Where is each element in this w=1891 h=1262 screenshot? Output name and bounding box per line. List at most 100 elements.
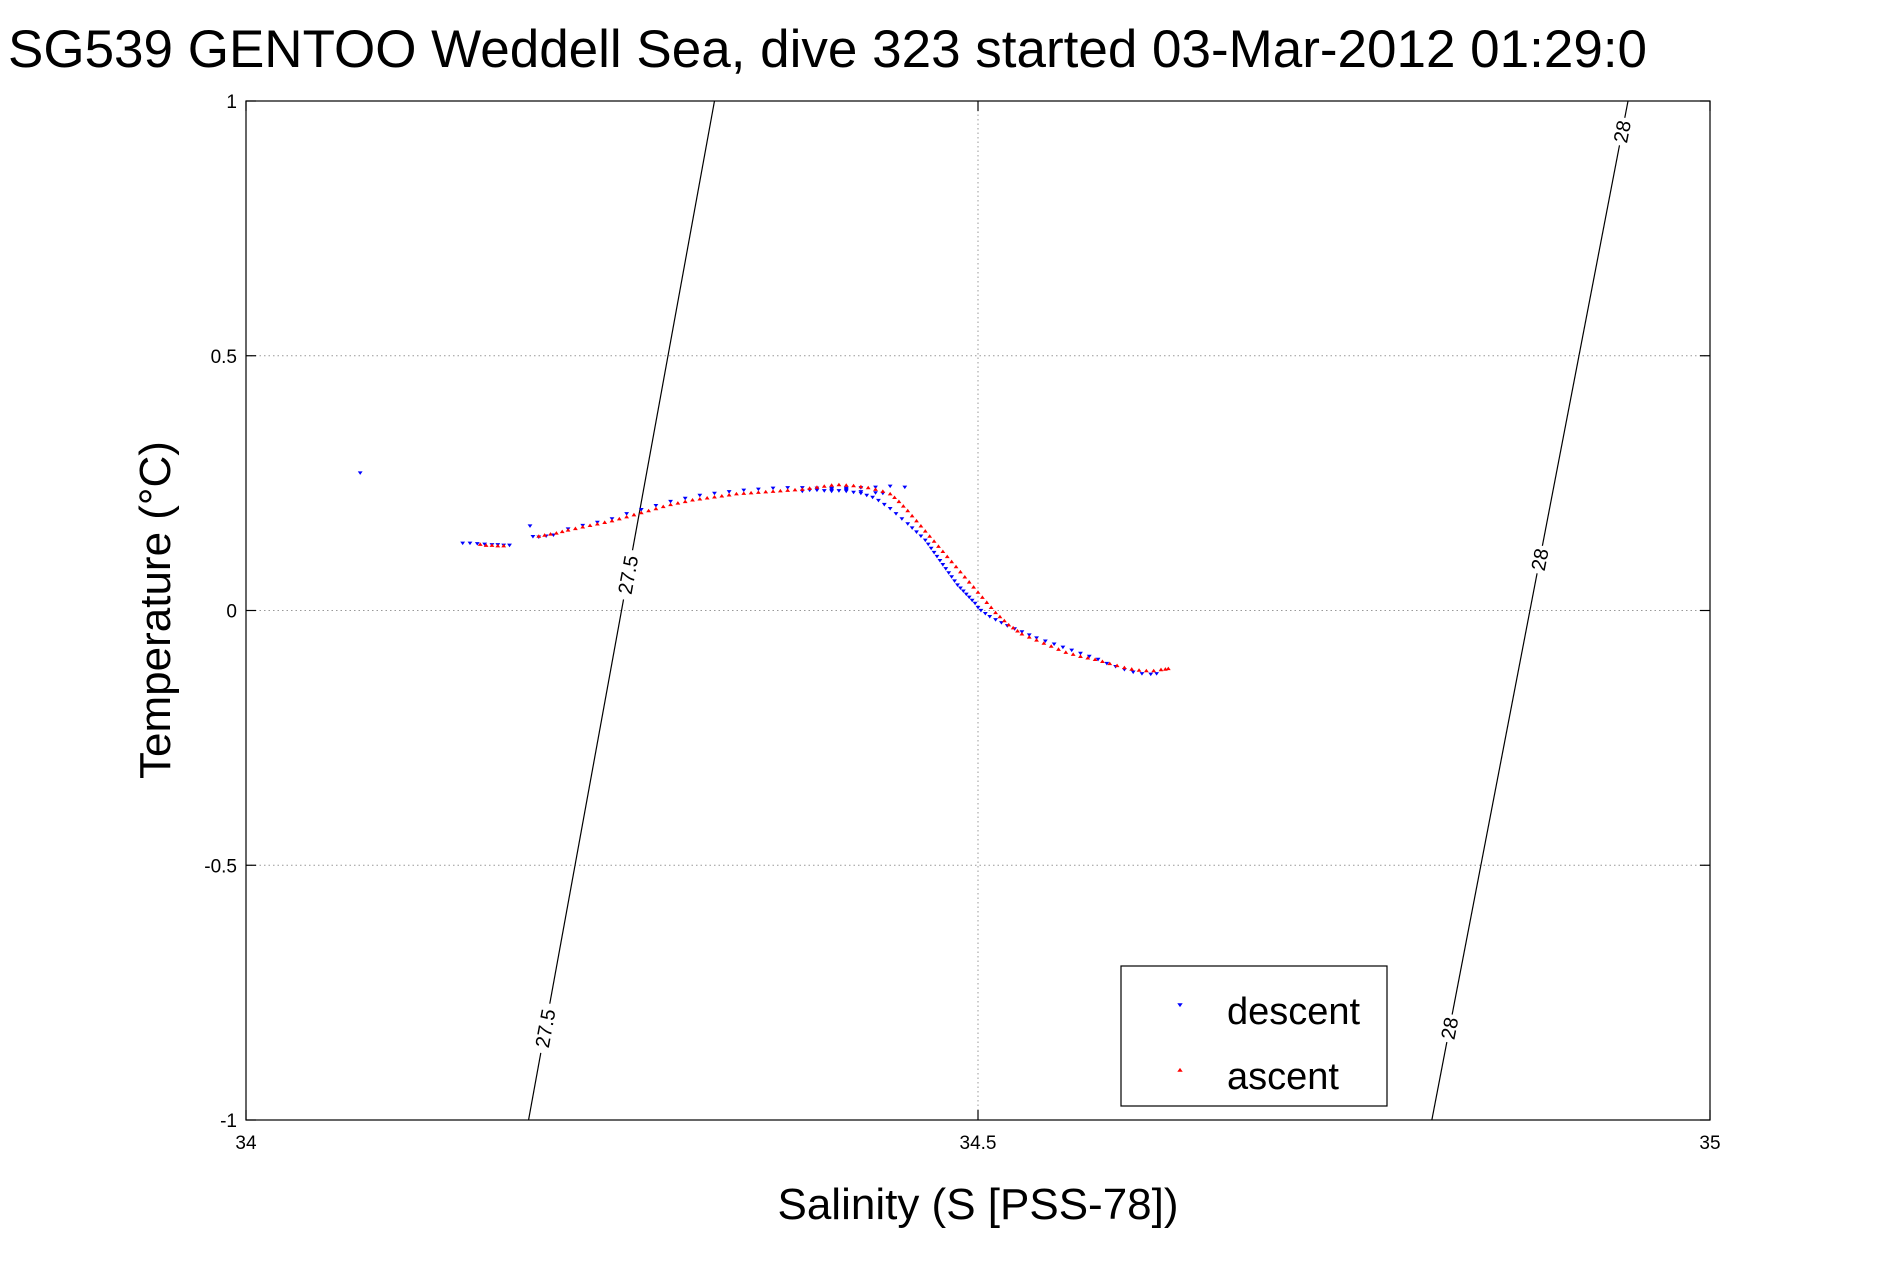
descent-point-61 bbox=[905, 522, 911, 526]
ascent-point-35 bbox=[748, 490, 754, 495]
ascent-point-80 bbox=[1001, 618, 1007, 623]
descent-point-75 bbox=[952, 579, 957, 583]
contour-label-text: 28 bbox=[1610, 119, 1636, 145]
ascent-point-36 bbox=[756, 490, 761, 494]
descent-point-105 bbox=[1139, 672, 1145, 676]
ascent-point-43 bbox=[807, 486, 813, 490]
contour-label-bg bbox=[1436, 1012, 1463, 1045]
legend-label-ascent: ascent bbox=[1227, 1056, 1339, 1098]
descent-point-84 bbox=[978, 608, 984, 613]
descent-point-50 bbox=[829, 488, 834, 493]
contour-label-27.5-0: 27.5 bbox=[612, 548, 644, 602]
ascent-point-103 bbox=[1158, 667, 1164, 672]
descent-point-0 bbox=[357, 471, 363, 475]
ascent-point-98 bbox=[1122, 665, 1127, 670]
descent-point-52 bbox=[851, 490, 856, 495]
ascent-point-13 bbox=[587, 523, 593, 528]
x-tick-label-34.5: 34.5 bbox=[960, 1133, 997, 1154]
descent-point-107 bbox=[1154, 672, 1160, 676]
ascent-point-5 bbox=[536, 534, 542, 538]
ascent-point-45 bbox=[821, 484, 827, 488]
ascent-point-30 bbox=[712, 494, 717, 499]
legend-box bbox=[1120, 965, 1388, 1107]
ascent-point-87 bbox=[1041, 641, 1047, 645]
descent-point-1 bbox=[460, 541, 466, 546]
descent-point-81 bbox=[969, 598, 975, 603]
y-tick-label-0: 0 bbox=[226, 602, 237, 623]
ascent-point-99 bbox=[1129, 667, 1135, 671]
descent-point-44 bbox=[873, 491, 878, 495]
ascent-point-14 bbox=[594, 521, 600, 526]
axis-ticks: 34 34.5 35 -1 -0.5 0 0.5 1 bbox=[204, 92, 1720, 1154]
y-tick-label-0.5: 0.5 bbox=[211, 347, 237, 368]
descent-point-22 bbox=[682, 496, 688, 501]
chart-title: SG539 GENTOO Weddell Sea, dive 323 start… bbox=[8, 20, 1647, 79]
descent-point-72 bbox=[943, 567, 949, 571]
descent-point-83 bbox=[975, 605, 981, 610]
descent-point-3 bbox=[474, 542, 480, 546]
ascent-point-84 bbox=[1019, 632, 1025, 636]
ascent-point-92 bbox=[1078, 654, 1083, 658]
descent-point-41 bbox=[836, 489, 842, 493]
contour-label-text: 28 bbox=[1438, 1015, 1464, 1041]
descent-point-21 bbox=[668, 499, 673, 504]
ascent-point-76 bbox=[984, 600, 990, 604]
ascent-point-34 bbox=[741, 491, 747, 495]
descent-point-98 bbox=[1078, 651, 1083, 656]
ascent-point-6 bbox=[542, 533, 548, 537]
ascent-point-4 bbox=[501, 543, 507, 548]
descent-point-26 bbox=[741, 488, 747, 493]
ascent-point-54 bbox=[887, 491, 893, 496]
ascent-point-19 bbox=[631, 512, 637, 517]
contour-label-28-1: 28 bbox=[1526, 543, 1554, 576]
descent-point-23 bbox=[697, 493, 703, 498]
ascent-point-51 bbox=[865, 485, 871, 490]
descent-point-20 bbox=[653, 503, 659, 508]
grid-lines bbox=[246, 101, 1710, 1120]
contour-label-28-2: 28 bbox=[1436, 1012, 1464, 1045]
ascent-point-20 bbox=[638, 510, 644, 515]
descent-point-48 bbox=[814, 488, 820, 493]
ascent-point-37 bbox=[763, 489, 769, 494]
ascent-point-100 bbox=[1136, 668, 1142, 672]
ascent-point-53 bbox=[880, 489, 886, 493]
descent-point-100 bbox=[1095, 657, 1101, 662]
ascent-point-2 bbox=[489, 543, 495, 547]
density-contour-28 bbox=[1431, 100, 1629, 1121]
ascent-point-57 bbox=[900, 504, 906, 508]
ascent-point-89 bbox=[1056, 647, 1061, 651]
ascent-point-21 bbox=[646, 508, 651, 513]
descent-point-2 bbox=[467, 541, 473, 546]
descent-point-73 bbox=[946, 571, 952, 575]
ascent-point-50 bbox=[858, 484, 864, 489]
ascent-point-31 bbox=[719, 493, 725, 498]
descent-point-95 bbox=[1051, 642, 1057, 647]
descent-point-74 bbox=[949, 575, 955, 579]
descent-point-101 bbox=[1104, 661, 1110, 666]
y-axis-title: Temperature (°C) bbox=[131, 441, 180, 779]
ascent-point-96 bbox=[1107, 661, 1113, 666]
descent-point-36 bbox=[887, 484, 893, 489]
ascent-point-65 bbox=[936, 544, 941, 548]
ascent-point-28 bbox=[697, 496, 703, 501]
descent-point-37 bbox=[902, 485, 908, 490]
ascent-point-78 bbox=[993, 610, 998, 615]
descent-point-62 bbox=[909, 526, 915, 530]
ascent-point-101 bbox=[1143, 668, 1149, 673]
ascent-point-94 bbox=[1092, 657, 1098, 662]
descent-point-56 bbox=[876, 498, 881, 503]
contour-label-bg bbox=[612, 548, 644, 602]
ascent-point-81 bbox=[1006, 622, 1012, 627]
descent-point-9 bbox=[527, 524, 533, 528]
ascent-point-17 bbox=[616, 516, 622, 521]
ascent-point-32 bbox=[726, 492, 732, 497]
descent-point-18 bbox=[624, 512, 630, 516]
x-axis-title: Salinity (S [PSS-78]) bbox=[777, 1180, 1178, 1229]
ascent-point-12 bbox=[580, 525, 586, 529]
descent-point-65 bbox=[922, 538, 928, 543]
ascent-point-60 bbox=[914, 518, 919, 523]
ascent-point-46 bbox=[829, 483, 834, 487]
legend-marker-ascent bbox=[1177, 1067, 1183, 1072]
series-ascent bbox=[477, 482, 1171, 673]
